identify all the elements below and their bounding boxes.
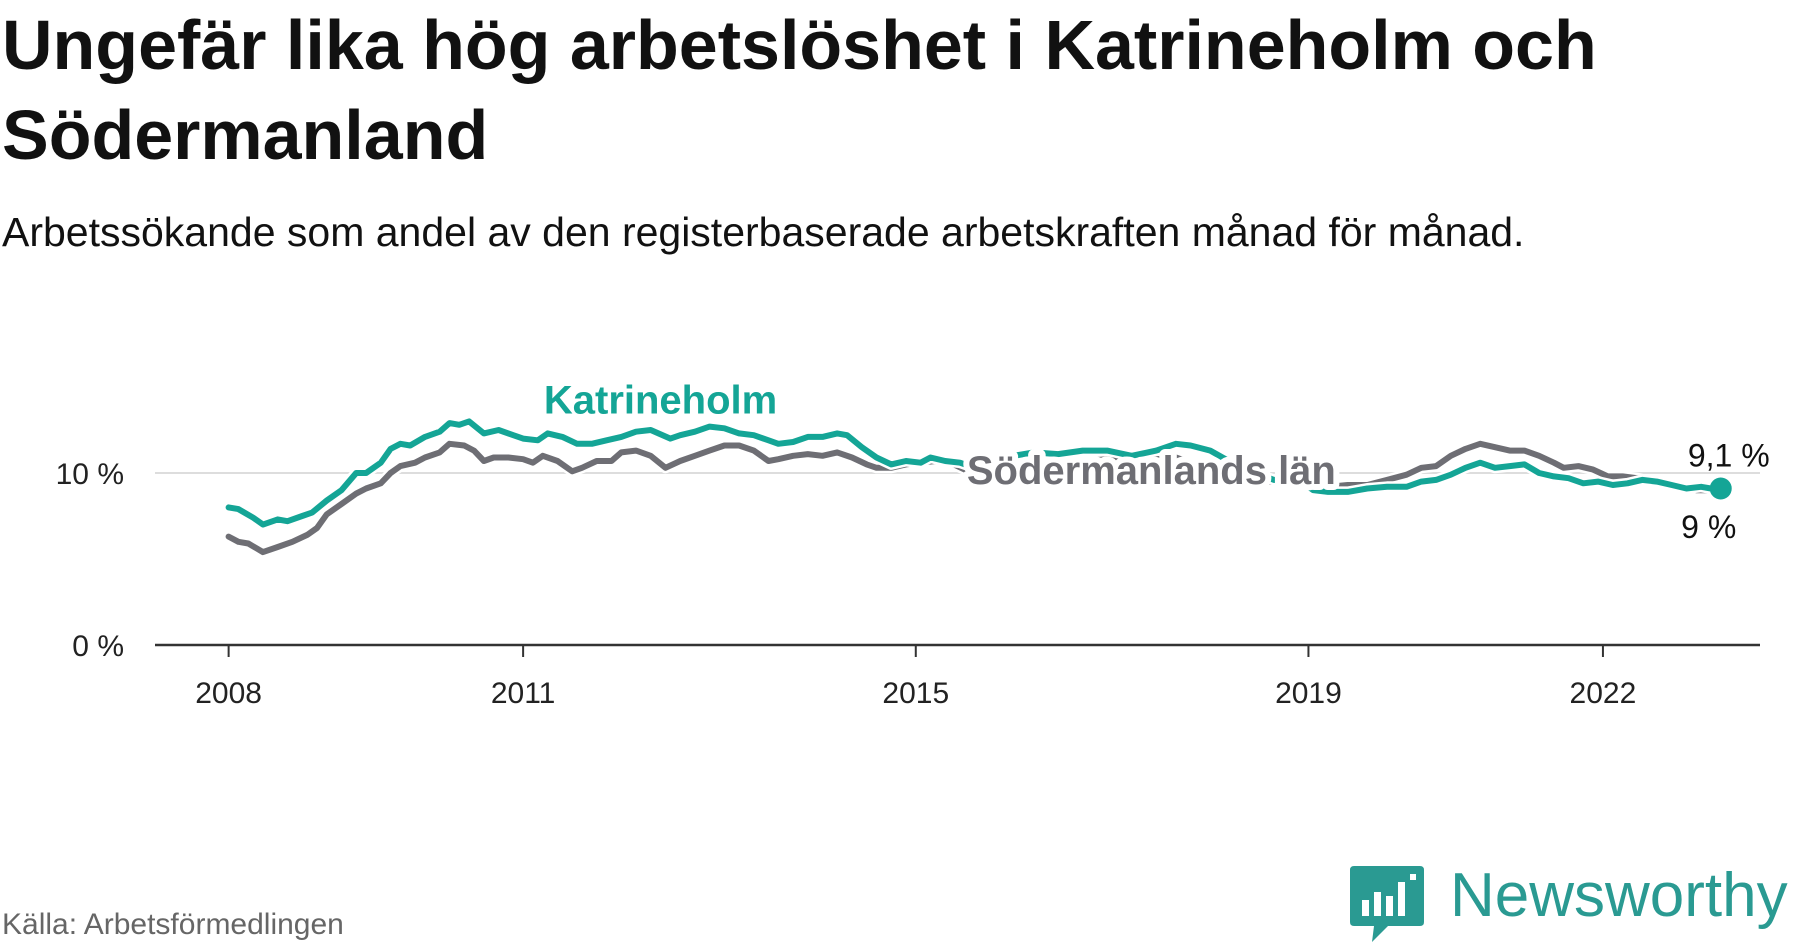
brand-logo-block: Newsworthy [1348,860,1798,948]
source-note: Källa: Arbetsförmedlingen [2,908,344,941]
series-label-katrineholm-halo: Katrineholm [544,379,777,423]
end-label-katrineholm: 9,1 % [1688,437,1770,473]
series-label-sodermanland-halo: Södermanlands län [967,449,1336,493]
chart-title: Ungefär lika hög arbetslöshet i Katrineh… [2,6,1597,174]
x-tick-label: 2022 [1570,677,1637,710]
y-tick-label: 0 % [72,630,124,663]
endpoint-dot-katrineholm [1709,477,1732,500]
y-tick-label: 10 % [56,458,124,491]
series-lines [223,415,1732,558]
series-line-sodermanland [225,440,1724,556]
chart-subtitle: Arbetssökande som andel av den registerb… [2,209,1525,255]
newsworthy-logo-icon [1350,866,1424,942]
end-label-sodermanland: 9 % [1681,509,1736,545]
axes: 0 % 10 % 2008 2011 2015 2019 2022 [56,458,1760,710]
brand-name: Newsworthy [1450,861,1788,930]
series-label-sodermanland: Södermanlands län [967,449,1336,493]
series-label-katrineholm: Katrineholm [544,379,777,423]
x-tick-label: 2011 [491,677,556,710]
x-tick-label: 2015 [882,677,949,710]
x-tick-label: 2019 [1275,677,1342,710]
series-line-katrineholm [225,418,1724,528]
series-labels: 9,1 %9 %KatrineholmKatrineholmSödermanla… [538,373,1770,546]
x-tick-label: 2008 [195,677,262,710]
